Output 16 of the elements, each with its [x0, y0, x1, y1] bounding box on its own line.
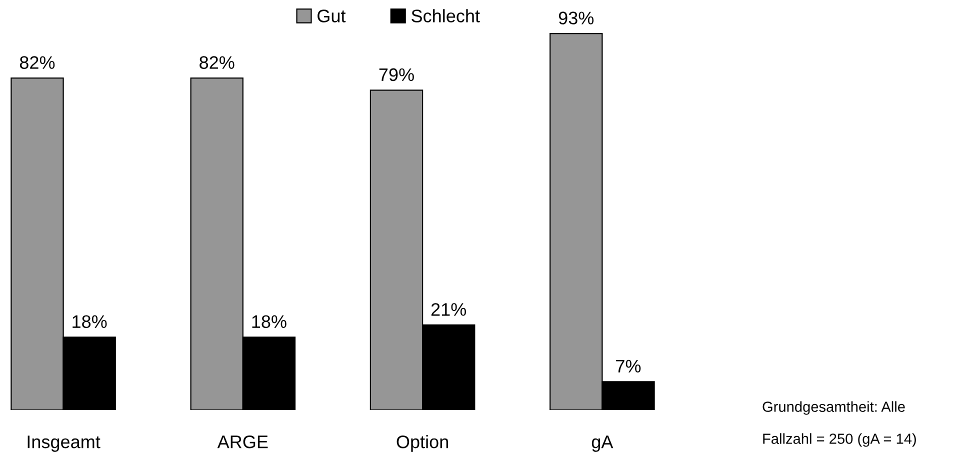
data-label: 82% — [20, 56, 55, 69]
data-label: 7% — [616, 360, 641, 372]
x-tick-label: Insgeamt — [28, 436, 100, 452]
x-tick-label: gA — [592, 436, 614, 452]
data-label: 21% — [431, 303, 466, 316]
x-tick-label: ARGE — [217, 435, 268, 448]
data-label: 18% — [72, 315, 107, 328]
data-label: 82% — [200, 56, 234, 69]
data-label: 18% — [252, 315, 286, 328]
x-tick-label: Option — [396, 435, 448, 452]
data-label: 79% — [379, 68, 414, 82]
legend-label: Gut — [318, 10, 346, 22]
legend-label: Schlecht — [412, 9, 480, 22]
data-label: 93% — [558, 12, 594, 24]
text: Fallzahl = 250 (gA = 14) — [763, 433, 916, 447]
text: Grundgesamtheit: Alle — [762, 401, 905, 415]
